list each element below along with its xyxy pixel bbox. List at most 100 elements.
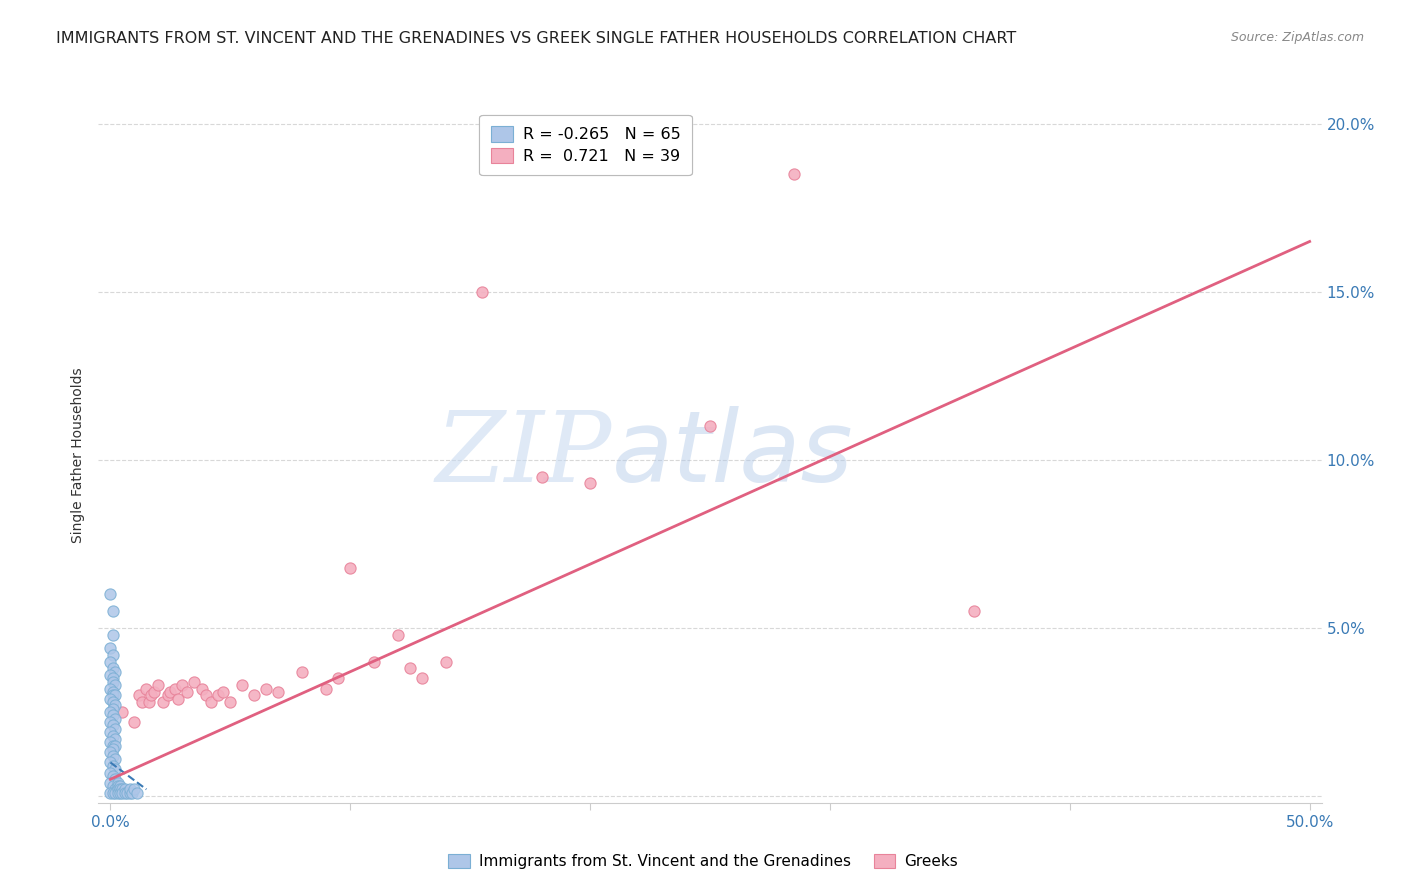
Point: [104, 782, 127, 797]
Point: [118, 786, 141, 800]
Point: [114, 782, 136, 797]
Point: [267, 685, 290, 699]
Point: [100, 725, 122, 739]
Point: [101, 729, 124, 743]
Point: [254, 681, 277, 696]
Text: Source: ZipAtlas.com: Source: ZipAtlas.com: [1230, 31, 1364, 45]
Point: [104, 752, 127, 766]
Point: [471, 285, 494, 299]
Point: [121, 786, 143, 800]
Point: [128, 688, 150, 702]
Point: [104, 731, 127, 746]
Point: [104, 786, 127, 800]
Point: [101, 628, 124, 642]
Point: [104, 712, 127, 726]
Point: [399, 661, 422, 675]
Point: [101, 718, 124, 732]
Point: [100, 641, 122, 656]
Point: [176, 685, 198, 699]
Point: [104, 678, 127, 692]
Point: [107, 779, 129, 793]
Point: [200, 695, 222, 709]
Point: [363, 655, 385, 669]
Point: [108, 782, 131, 797]
Point: [101, 604, 124, 618]
Point: [212, 685, 235, 699]
Point: [104, 722, 127, 736]
Text: IMMIGRANTS FROM ST. VINCENT AND THE GRENADINES VS GREEK SINGLE FATHER HOUSEHOLDS: IMMIGRANTS FROM ST. VINCENT AND THE GREN…: [56, 31, 1017, 46]
Point: [111, 705, 134, 719]
Point: [531, 469, 554, 483]
Point: [104, 688, 127, 702]
Point: [111, 786, 134, 800]
Point: [190, 681, 212, 696]
Point: [100, 691, 122, 706]
Point: [101, 786, 124, 800]
Point: [101, 701, 124, 715]
Point: [195, 688, 218, 702]
Text: atlas: atlas: [612, 407, 853, 503]
Point: [243, 688, 266, 702]
Point: [107, 782, 129, 797]
Point: [101, 674, 124, 689]
Point: [114, 786, 136, 800]
Point: [108, 786, 131, 800]
Point: [101, 688, 124, 702]
Point: [104, 665, 127, 679]
Point: [108, 779, 131, 793]
Point: [219, 695, 242, 709]
Point: [159, 685, 181, 699]
Point: [165, 681, 187, 696]
Point: [291, 665, 314, 679]
Point: [100, 735, 122, 749]
Point: [100, 765, 122, 780]
Point: [107, 786, 129, 800]
Point: [101, 648, 124, 662]
Point: [328, 672, 350, 686]
Point: [699, 419, 721, 434]
Point: [101, 769, 124, 783]
Point: [101, 708, 124, 723]
Point: [142, 685, 165, 699]
Legend: R = -0.265   N = 65, R =  0.721   N = 39: R = -0.265 N = 65, R = 0.721 N = 39: [479, 115, 692, 175]
Point: [101, 742, 124, 756]
Point: [152, 695, 174, 709]
Y-axis label: Single Father Households: Single Father Households: [72, 368, 86, 542]
Point: [135, 681, 157, 696]
Point: [101, 661, 124, 675]
Point: [100, 786, 122, 800]
Point: [104, 698, 127, 713]
Point: [100, 668, 122, 682]
Point: [100, 705, 122, 719]
Point: [101, 672, 124, 686]
Point: [100, 715, 122, 730]
Point: [100, 681, 122, 696]
Point: [172, 678, 194, 692]
Point: [166, 691, 188, 706]
Point: [100, 655, 122, 669]
Point: [148, 678, 170, 692]
Point: [231, 678, 253, 692]
Point: [783, 167, 806, 181]
Point: [101, 748, 124, 763]
Point: [104, 772, 127, 787]
Point: [124, 715, 146, 730]
Point: [141, 688, 163, 702]
Point: [411, 672, 433, 686]
Point: [118, 782, 141, 797]
Legend: Immigrants from St. Vincent and the Grenadines, Greeks: Immigrants from St. Vincent and the Gren…: [441, 847, 965, 875]
Point: [963, 604, 986, 618]
Point: [101, 685, 124, 699]
Point: [579, 476, 602, 491]
Point: [101, 739, 124, 753]
Point: [107, 775, 129, 789]
Point: [101, 759, 124, 773]
Point: [101, 695, 124, 709]
Point: [434, 655, 457, 669]
Point: [124, 782, 146, 797]
Point: [111, 782, 134, 797]
Text: ZIP: ZIP: [436, 408, 612, 502]
Point: [387, 628, 409, 642]
Point: [100, 775, 122, 789]
Point: [100, 745, 122, 759]
